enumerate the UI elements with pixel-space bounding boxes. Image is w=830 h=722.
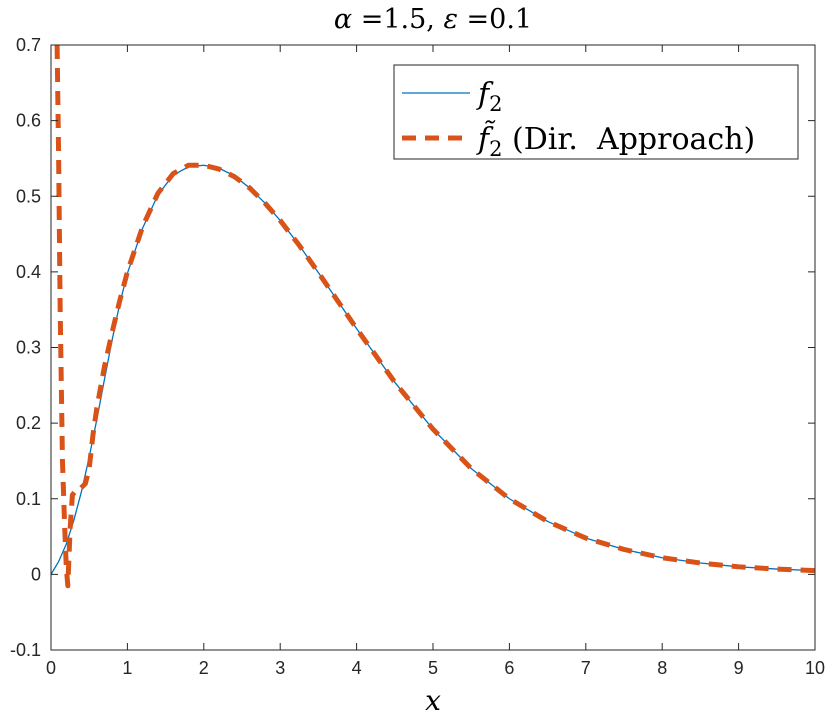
x-tick-label: 8 (657, 658, 667, 678)
legend-subscript: 2 (489, 137, 502, 161)
x-tick-label: 2 (199, 658, 209, 678)
y-tick-label: 0.6 (16, 111, 41, 131)
y-tick-label: 0 (31, 564, 41, 584)
legend-subscript: 2 (489, 92, 502, 116)
title-epsilon-value: =0.1 (458, 4, 532, 35)
ticks-layer: 0 1 2 3 4 5 6 7 8 9 10-0.100.10.20.30.40.50.60.7 (10, 35, 825, 678)
y-tick-label: 0.4 (16, 262, 41, 282)
title-alpha: α (334, 4, 352, 35)
x-tick-label: 6 (504, 658, 514, 678)
x-tick-label: 4 (352, 658, 362, 678)
y-tick-label: 0.5 (16, 186, 41, 206)
x-tick-label: 1 (122, 658, 132, 678)
title-alpha-value: =1.5, (352, 4, 443, 35)
x-tick-label: 10 (805, 658, 825, 678)
x-tick-label: 3 (275, 658, 285, 678)
title-epsilon: ε (443, 4, 458, 35)
legend-label-2: f̃2 (Dir. Approach) (476, 120, 755, 161)
legend-box (393, 64, 799, 160)
x-tick-label: 7 (581, 658, 591, 678)
legend: f2f̃2 (Dir. Approach) (393, 64, 799, 161)
y-tick-label: 0.2 (16, 413, 41, 433)
x-axis-label: x (425, 684, 441, 717)
y-tick-label: 0.3 (16, 338, 41, 358)
y-tick-label: 0.7 (16, 35, 41, 55)
x-tick-label: 9 (734, 658, 744, 678)
y-tick-label: 0.1 (16, 489, 41, 509)
x-tick-label: 0 (46, 658, 56, 678)
series-layer (50, 44, 816, 589)
chart-title: α =1.5, ε =0.1 (334, 4, 532, 35)
x-tick-label: 5 (428, 658, 438, 678)
y-tick-label: -0.1 (10, 640, 41, 660)
legend-suffix: (Dir. Approach) (502, 122, 755, 157)
